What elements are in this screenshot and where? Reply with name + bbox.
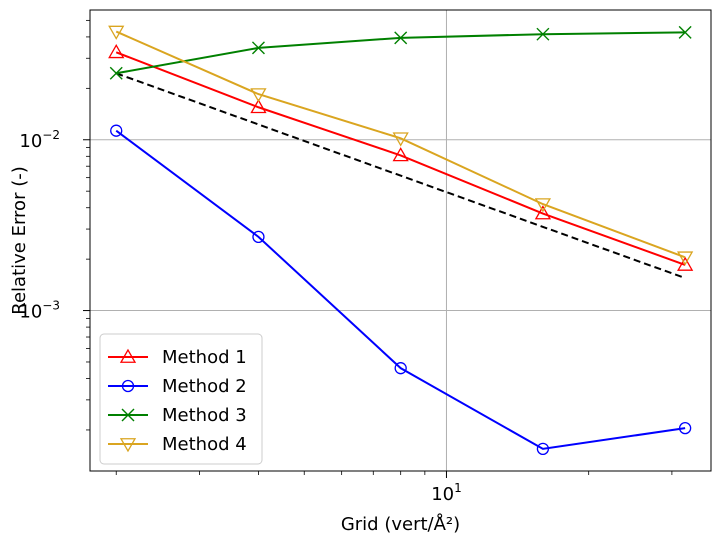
series-layer bbox=[108, 25, 694, 456]
x-axis-label: Grid (vert/Å²) bbox=[341, 513, 460, 535]
marker-stroke bbox=[536, 27, 550, 41]
legend-label: Method 3 bbox=[162, 405, 247, 426]
legend: Method 1 Method 2 Method 3 Method 4 bbox=[99, 333, 263, 465]
plot-frame bbox=[89, 9, 712, 472]
data-point bbox=[110, 124, 123, 137]
data-point bbox=[109, 66, 123, 80]
major-ticks bbox=[83, 139, 447, 478]
data-point bbox=[536, 442, 550, 456]
data-point bbox=[678, 421, 692, 435]
legend-marker bbox=[121, 408, 135, 422]
y-tick-label: 10−2 bbox=[19, 128, 60, 152]
y-tick-label: 10−3 bbox=[19, 299, 60, 323]
data-point bbox=[251, 41, 265, 55]
series-2 bbox=[110, 124, 692, 456]
marker-stroke bbox=[678, 25, 692, 39]
legend-box bbox=[99, 333, 263, 465]
marker-stroke bbox=[109, 66, 123, 80]
legend-item: Method 1 bbox=[108, 347, 247, 368]
data-point bbox=[108, 25, 125, 40]
legend-label: Method 1 bbox=[162, 347, 247, 368]
reference-line bbox=[115, 72, 686, 279]
data-point bbox=[392, 147, 409, 162]
data-point bbox=[394, 362, 407, 375]
data-point bbox=[677, 251, 694, 266]
legend-item: Method 3 bbox=[108, 405, 247, 426]
legend-item: Method 4 bbox=[108, 434, 247, 455]
marker-stroke bbox=[121, 408, 135, 422]
series-line bbox=[115, 30, 686, 259]
legend-label: Method 2 bbox=[162, 376, 247, 397]
data-point bbox=[250, 88, 267, 103]
series-line bbox=[115, 51, 686, 266]
data-point bbox=[534, 205, 552, 220]
data-point bbox=[392, 132, 409, 147]
series-3 bbox=[109, 25, 692, 80]
series-4 bbox=[108, 25, 694, 266]
marker-stroke bbox=[251, 41, 265, 55]
data-point bbox=[252, 230, 265, 244]
legend-item: Method 2 bbox=[108, 376, 247, 397]
tick-labels: 101 10−3 10−2 bbox=[19, 128, 461, 505]
data-point bbox=[677, 256, 694, 271]
series-1 bbox=[108, 44, 694, 271]
data-point bbox=[678, 25, 692, 39]
legend-label: Method 4 bbox=[162, 434, 247, 455]
series-line bbox=[115, 129, 686, 450]
data-point bbox=[108, 44, 125, 59]
data-point bbox=[394, 31, 408, 45]
data-point bbox=[536, 27, 550, 41]
data-point bbox=[534, 198, 552, 213]
data-point bbox=[250, 98, 267, 114]
minor-ticks bbox=[86, 19, 673, 475]
marker-stroke bbox=[394, 31, 408, 45]
legend-marker bbox=[119, 348, 137, 363]
legend-marker bbox=[121, 379, 135, 393]
x-tick-label: 101 bbox=[431, 481, 462, 505]
legend-marker bbox=[119, 438, 137, 453]
y-axis-label: Relative Error (-) bbox=[9, 166, 30, 314]
